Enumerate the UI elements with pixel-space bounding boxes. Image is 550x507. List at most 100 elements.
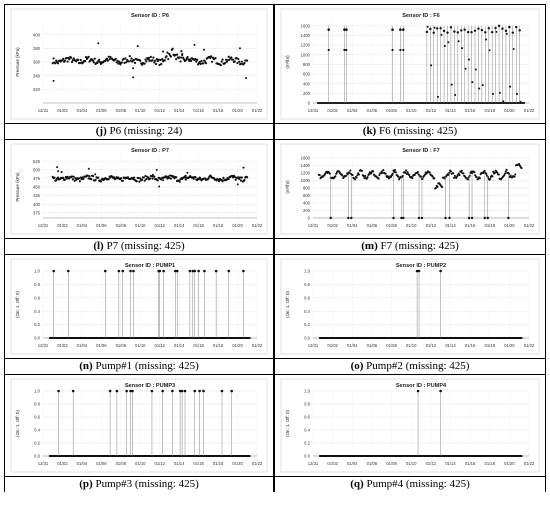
x-tick-label: 01/08	[116, 343, 127, 348]
data-point	[71, 178, 74, 181]
data-point	[345, 28, 348, 31]
panel-caption: (o) Pump#2 (missing: 425)	[275, 358, 545, 375]
data-point	[245, 77, 248, 80]
data-point	[150, 389, 154, 393]
data-point	[224, 61, 227, 65]
data-point	[98, 58, 101, 61]
data-point	[151, 173, 154, 176]
chart-title: Sensor ID : P6	[131, 13, 169, 19]
x-tick-label: 01/12	[154, 461, 165, 466]
data-point	[160, 62, 163, 66]
y-tick-label: 400	[303, 201, 311, 206]
chart-k: Sensor ID : F6 (m³/hr) 0 200 400 600 800 1000 12…	[280, 8, 540, 120]
data-point	[245, 59, 249, 62]
data-point	[348, 171, 351, 175]
data-point	[248, 455, 251, 457]
data-point	[184, 59, 187, 62]
y-tick-label: 800	[303, 62, 311, 67]
x-tick-label: 01/18	[484, 461, 495, 466]
x-tick-label: 12/31	[38, 108, 49, 113]
data-point	[135, 180, 138, 183]
data-point	[243, 61, 246, 65]
x-tick-label: 01/22	[524, 343, 535, 348]
data-point	[484, 31, 487, 34]
panel-caption-text: Pump#3 (missing: 425)	[92, 478, 199, 490]
data-point	[245, 176, 249, 179]
data-point	[239, 179, 243, 182]
y-tick-label: 0.6	[304, 415, 310, 420]
data-point	[162, 269, 165, 273]
data-point	[334, 175, 337, 178]
data-point	[235, 56, 238, 60]
data-point	[200, 59, 203, 63]
data-point	[154, 62, 158, 66]
y-tick-label: 375	[33, 210, 41, 215]
series-q	[318, 389, 523, 457]
y-tick-label: 360	[33, 60, 41, 65]
data-point	[368, 172, 371, 175]
y-tick-label: 1.0	[304, 269, 310, 274]
chart-j: Sensor ID : P6 Pressure (kPa) 320 340 360 380…	[10, 8, 268, 120]
data-point	[477, 27, 480, 30]
data-point	[220, 60, 223, 63]
x-tick-label: 01/08	[386, 108, 397, 113]
data-point	[181, 54, 184, 57]
data-point	[447, 173, 450, 176]
y-tick-label: 500	[33, 167, 41, 172]
data-point	[509, 174, 512, 177]
y-tick-label: 0.8	[34, 282, 40, 287]
data-point	[127, 60, 130, 63]
data-point	[487, 27, 490, 30]
data-point	[178, 389, 182, 393]
data-point	[519, 100, 522, 103]
panel-n: Sensor ID : PUMP1 (On: 1, Off: 0) 0.0 0.2 0.…	[4, 254, 274, 375]
data-point	[234, 178, 237, 181]
x-tick-label: 01/20	[232, 343, 243, 348]
data-point	[144, 58, 147, 61]
data-point	[227, 55, 230, 58]
x-tick-label: 01/12	[426, 461, 437, 466]
data-point	[238, 60, 241, 63]
x-tick-label: 01/08	[116, 461, 127, 466]
data-point	[108, 58, 111, 61]
data-point	[175, 53, 179, 56]
data-point	[509, 85, 512, 88]
data-point	[138, 180, 141, 183]
data-point	[433, 177, 436, 180]
data-point	[116, 59, 119, 62]
y-tick-label: 0.8	[304, 282, 310, 287]
data-point	[240, 176, 243, 179]
data-point	[219, 63, 222, 67]
data-point	[394, 171, 397, 174]
data-point	[461, 47, 464, 50]
x-tick-label: 01/16	[465, 108, 476, 113]
data-point	[71, 59, 74, 62]
data-point	[508, 25, 511, 29]
plot-frame	[280, 378, 540, 473]
data-point	[86, 174, 89, 177]
chart-title: Sensor ID : F7	[402, 148, 440, 154]
y-tick-label: 0.2	[304, 441, 310, 446]
x-tick-label: 01/10	[135, 108, 146, 113]
panel-o: Sensor ID : PUMP2 (On: 1, Off: 0) 0.0 0.2 0.…	[274, 254, 546, 375]
panel-letter: (j)	[95, 125, 107, 137]
panel-caption: (p) Pump#3 (missing: 425)	[5, 476, 273, 493]
data-point	[88, 175, 91, 178]
data-point	[186, 56, 189, 59]
panel-caption-text: P6 (missing: 24)	[106, 125, 183, 137]
data-point	[478, 177, 481, 180]
panel-caption-text: Pump#4 (missing: 425)	[363, 478, 470, 490]
plot-frame	[280, 258, 540, 355]
panel-caption: (k) F6 (missing: 425)	[275, 123, 545, 140]
y-tick-label: 400	[33, 202, 41, 207]
data-point	[480, 28, 484, 32]
data-point	[453, 174, 456, 177]
data-point	[327, 48, 330, 52]
data-point	[144, 174, 147, 178]
data-point	[240, 60, 243, 63]
x-tick-label: 01/12	[426, 108, 437, 113]
x-tick-label: 01/16	[193, 343, 204, 348]
series-n	[48, 269, 251, 339]
series-j	[51, 42, 249, 82]
